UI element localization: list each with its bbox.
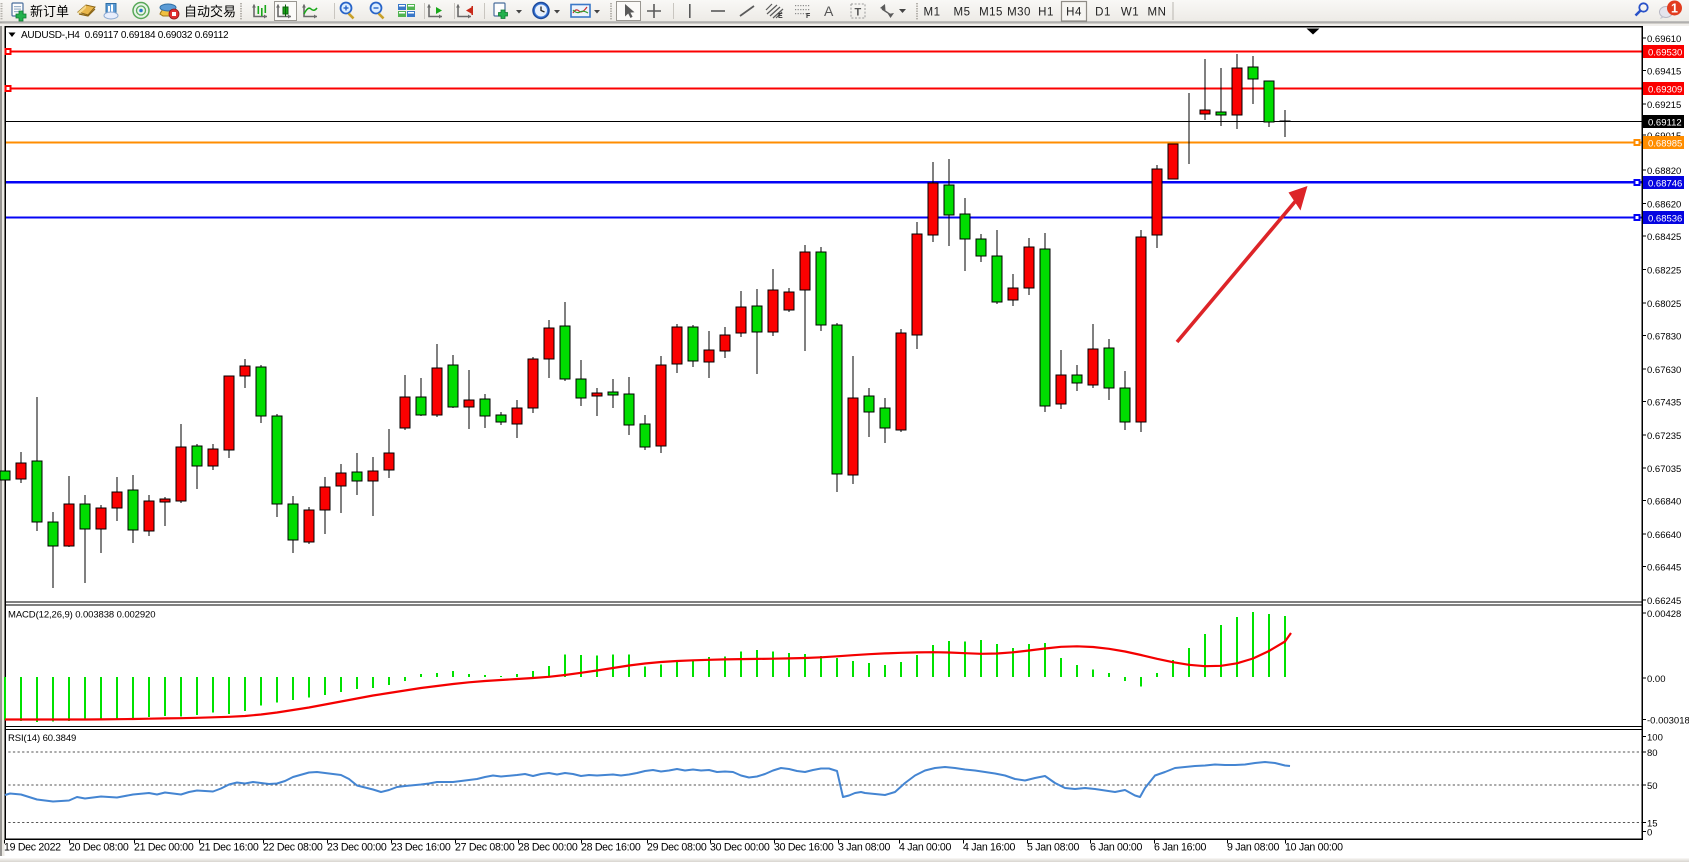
svg-text:100: 100	[1647, 733, 1663, 744]
svg-text:22 Dec 08:00: 22 Dec 08:00	[263, 842, 323, 854]
svg-text:3 Jan 08:00: 3 Jan 08:00	[838, 842, 890, 854]
svg-text:RSI(14) 60.3849: RSI(14) 60.3849	[8, 733, 76, 744]
svg-text:0.68746: 0.68746	[1648, 178, 1682, 189]
svg-text:M1: M1	[924, 7, 941, 19]
svg-text:0.66245: 0.66245	[1647, 596, 1681, 607]
svg-text:0: 0	[1647, 828, 1652, 839]
svg-text:0.66840: 0.66840	[1647, 497, 1681, 508]
svg-text:15: 15	[1647, 819, 1658, 830]
svg-text:21 Dec 16:00: 21 Dec 16:00	[199, 842, 259, 854]
svg-text:0.66445: 0.66445	[1647, 563, 1681, 574]
svg-text:0.67435: 0.67435	[1647, 397, 1681, 408]
svg-text:4 Jan 00:00: 4 Jan 00:00	[899, 842, 951, 854]
svg-text:28 Dec 16:00: 28 Dec 16:00	[581, 842, 641, 854]
svg-text:23 Dec 16:00: 23 Dec 16:00	[391, 842, 451, 854]
svg-text:0.67035: 0.67035	[1647, 464, 1681, 475]
svg-text:0.69112: 0.69112	[1648, 117, 1682, 128]
svg-text:H1: H1	[1038, 7, 1054, 19]
svg-text:T: T	[855, 7, 862, 19]
svg-text:M30: M30	[1007, 7, 1031, 19]
svg-text:0.67235: 0.67235	[1647, 431, 1681, 442]
svg-text:10 Jan 00:00: 10 Jan 00:00	[1285, 842, 1343, 854]
svg-text:0.68225: 0.68225	[1647, 265, 1681, 276]
svg-text:28 Dec 00:00: 28 Dec 00:00	[518, 842, 578, 854]
svg-text:30 Dec 16:00: 30 Dec 16:00	[774, 842, 834, 854]
svg-text:0.68025: 0.68025	[1647, 299, 1681, 310]
svg-text:W1: W1	[1121, 7, 1139, 19]
svg-text:自动交易: 自动交易	[184, 4, 236, 19]
svg-text:0.00: 0.00	[1647, 674, 1666, 685]
svg-text:E: E	[778, 13, 783, 20]
svg-text:MN: MN	[1148, 7, 1167, 19]
svg-text:0.68425: 0.68425	[1647, 232, 1681, 243]
svg-text:21 Dec 00:00: 21 Dec 00:00	[134, 842, 194, 854]
svg-text:0.69415: 0.69415	[1647, 67, 1681, 78]
svg-text:M15: M15	[979, 7, 1003, 19]
svg-text:29 Dec 08:00: 29 Dec 08:00	[647, 842, 707, 854]
svg-text:27 Dec 08:00: 27 Dec 08:00	[455, 842, 515, 854]
svg-text:0.67630: 0.67630	[1647, 365, 1681, 376]
svg-text:0.68536: 0.68536	[1648, 214, 1682, 225]
svg-text:0.68985: 0.68985	[1648, 139, 1682, 150]
svg-text:F: F	[806, 13, 811, 20]
svg-text:5 Jan 08:00: 5 Jan 08:00	[1027, 842, 1079, 854]
svg-text:6 Jan 16:00: 6 Jan 16:00	[1154, 842, 1206, 854]
svg-text:30 Dec 00:00: 30 Dec 00:00	[710, 842, 770, 854]
svg-text:4 Jan 16:00: 4 Jan 16:00	[963, 842, 1015, 854]
svg-text:0.69530: 0.69530	[1648, 48, 1682, 59]
svg-text:6 Jan 00:00: 6 Jan 00:00	[1090, 842, 1142, 854]
svg-text:AUDUSD-,H4 0.69117 0.69184 0.: AUDUSD-,H4 0.69117 0.69184 0.69032 0.691…	[21, 30, 229, 41]
svg-text:0.68820: 0.68820	[1647, 166, 1681, 177]
svg-text:H4: H4	[1066, 7, 1082, 19]
svg-text:0.69215: 0.69215	[1647, 100, 1681, 111]
svg-text:0.00428: 0.00428	[1647, 609, 1681, 620]
svg-text:0.68620: 0.68620	[1647, 200, 1681, 211]
svg-text:新订单: 新订单	[30, 4, 69, 19]
svg-text:M5: M5	[954, 7, 971, 19]
svg-text:9 Jan 08:00: 9 Jan 08:00	[1227, 842, 1279, 854]
svg-text:0.67830: 0.67830	[1647, 331, 1681, 342]
svg-text:50: 50	[1647, 781, 1658, 792]
svg-text:A: A	[824, 3, 834, 19]
svg-text:19 Dec 2022: 19 Dec 2022	[4, 842, 61, 854]
svg-text:1: 1	[1671, 2, 1678, 16]
svg-text:80: 80	[1647, 748, 1658, 759]
svg-text:0.66640: 0.66640	[1647, 530, 1681, 541]
svg-text:MACD(12,26,9) 0.003838 0.00292: MACD(12,26,9) 0.003838 0.002920	[8, 610, 155, 621]
svg-text:D1: D1	[1095, 7, 1111, 19]
svg-text:20 Dec 08:00: 20 Dec 08:00	[69, 842, 129, 854]
svg-text:0.69309: 0.69309	[1648, 84, 1682, 95]
svg-text:23 Dec 00:00: 23 Dec 00:00	[327, 842, 387, 854]
svg-text:0.69610: 0.69610	[1647, 34, 1681, 45]
svg-text:-0.003018: -0.003018	[1647, 716, 1689, 727]
